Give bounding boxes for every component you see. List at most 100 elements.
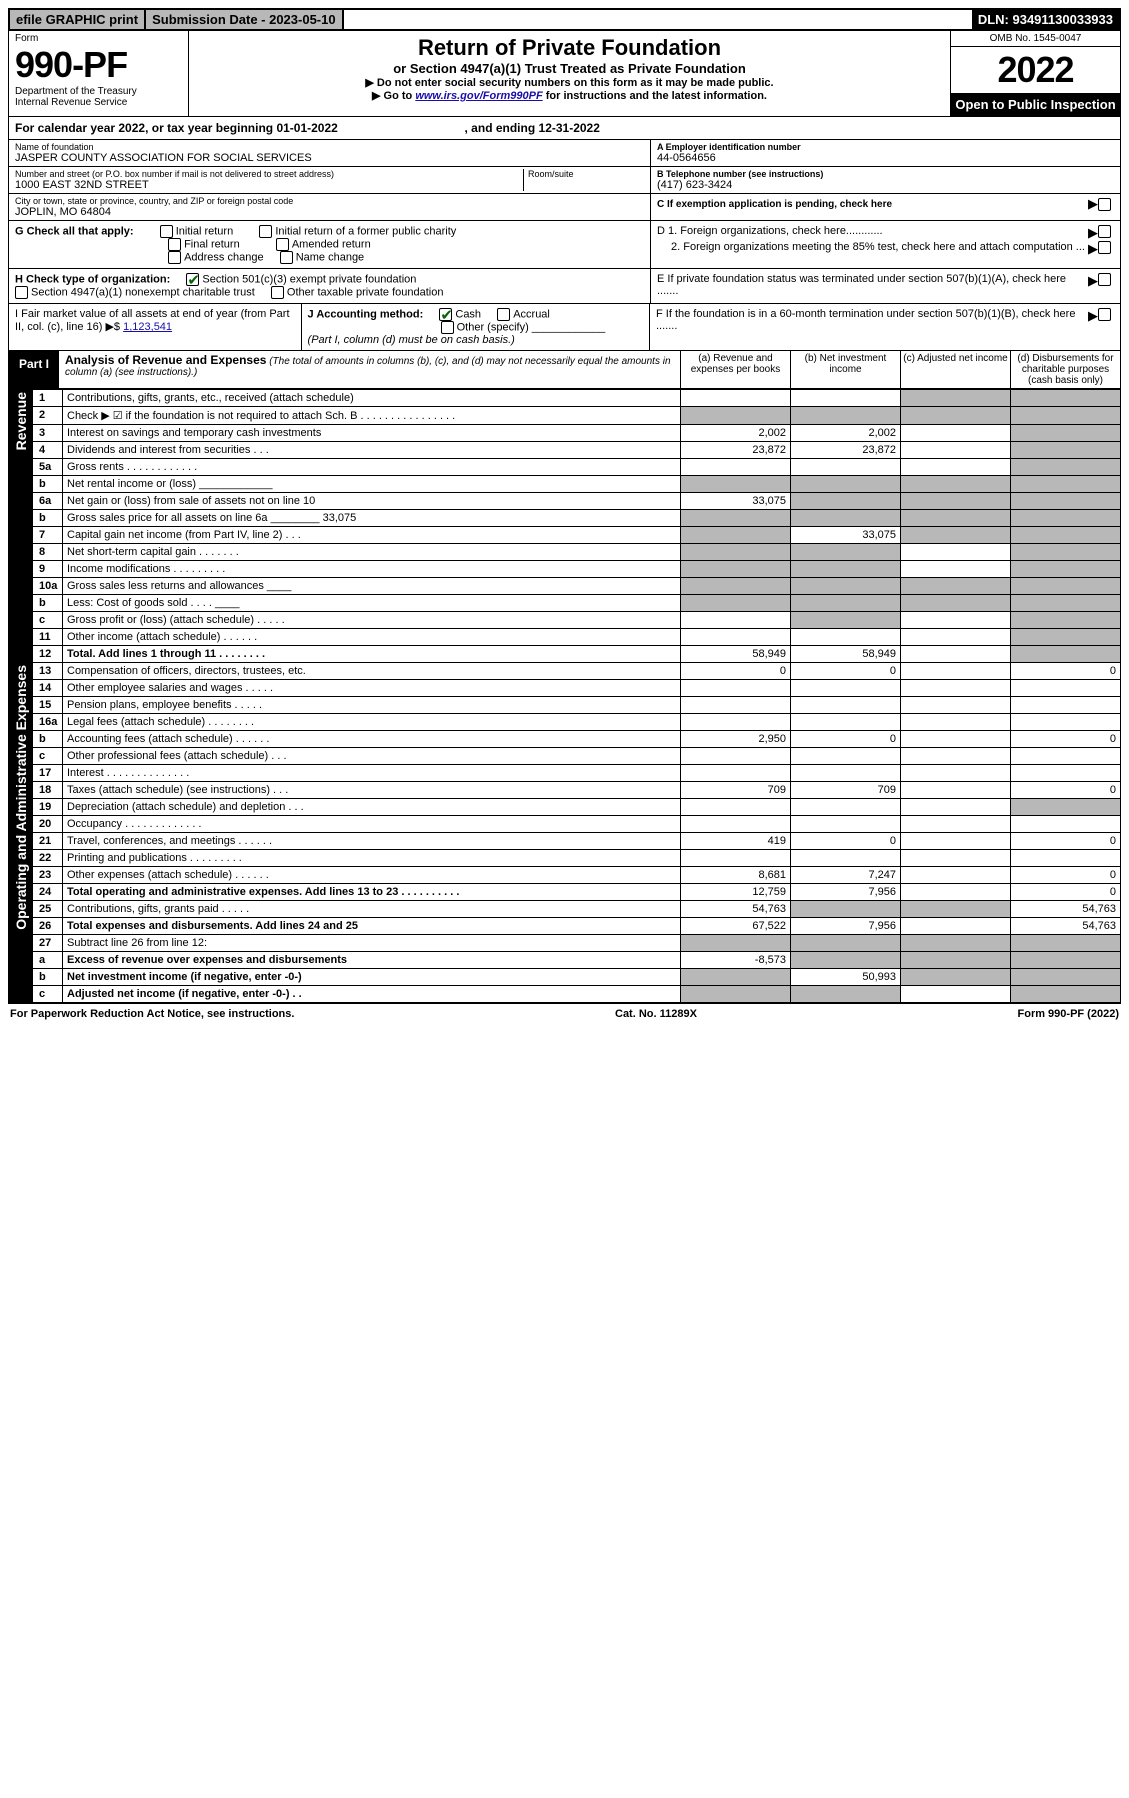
analysis-table: Revenue1Contributions, gifts, grants, et… [8,389,1121,1003]
amount-cell-c [901,867,1011,884]
line-description: Printing and publications . . . . . . . … [63,850,681,867]
amount-cell-d [1011,493,1121,510]
amount-cell-c [901,782,1011,799]
amount-cell-b: 0 [791,833,901,850]
line-number: 2 [33,407,63,425]
calrow-end: , and ending 12-31-2022 [465,121,600,135]
d2-checkbox[interactable] [1098,241,1111,254]
amount-cell-b: 7,247 [791,867,901,884]
line-number: b [33,510,63,527]
omb-number: OMB No. 1545-0047 [951,31,1120,47]
amount-cell-b [791,476,901,493]
exemption-checkbox[interactable] [1098,198,1111,211]
part1-label: Part I [9,351,59,388]
f-checkbox[interactable] [1098,308,1111,321]
amount-cell-c [901,799,1011,816]
amount-cell-d [1011,697,1121,714]
other-method-checkbox[interactable] [441,321,454,334]
amount-cell-d: 0 [1011,782,1121,799]
amount-cell-d [1011,748,1121,765]
amount-cell-c [901,816,1011,833]
amount-cell-c [901,527,1011,544]
i-value[interactable]: 1,123,541 [123,321,172,333]
amount-cell-d: 0 [1011,731,1121,748]
4947-checkbox[interactable] [15,286,28,299]
address-change-checkbox[interactable] [168,251,181,264]
amount-cell-a [681,765,791,782]
line-number: 13 [33,663,63,680]
line-number: b [33,476,63,493]
e-checkbox[interactable] [1098,273,1111,286]
other-method-label: Other (specify) [457,321,529,333]
amount-cell-d [1011,629,1121,646]
submission-date: Submission Date - 2023-05-10 [146,10,344,29]
line-description: Travel, conferences, and meetings . . . … [63,833,681,850]
arrow-icon: ▶ [1088,225,1098,241]
table-row: 6aNet gain or (loss) from sale of assets… [9,493,1121,510]
former-charity-checkbox[interactable] [259,225,272,238]
exemption-label: C If exemption application is pending, c… [657,199,1088,210]
amount-cell-b: 33,075 [791,527,901,544]
table-row: cGross profit or (loss) (attach schedule… [9,612,1121,629]
amount-cell-a [681,935,791,952]
line-number: 18 [33,782,63,799]
part1-desc: Analysis of Revenue and Expenses (The to… [59,351,680,388]
amount-cell-c [901,969,1011,986]
form-number: 990-PF [15,44,182,86]
amount-cell-a [681,697,791,714]
amount-cell-b [791,629,901,646]
line-description: Interest on savings and temporary cash i… [63,425,681,442]
table-row: 21Travel, conferences, and meetings . . … [9,833,1121,850]
j-section: J Accounting method: Cash Accrual Other … [302,304,650,350]
line-description: Net rental income or (loss) ____________ [63,476,681,493]
cash-label: Cash [455,308,481,320]
line-description: Excess of revenue over expenses and disb… [63,952,681,969]
amount-cell-b: 7,956 [791,918,901,935]
amount-cell-a [681,986,791,1003]
line-number: 22 [33,850,63,867]
amount-cell-a [681,748,791,765]
table-row: 10aGross sales less returns and allowanc… [9,578,1121,595]
table-row: 27Subtract line 26 from line 12: [9,935,1121,952]
line-number: 5a [33,459,63,476]
amount-cell-c [901,748,1011,765]
g-section: G Check all that apply: Initial return I… [9,221,650,268]
table-row: 12Total. Add lines 1 through 11 . . . . … [9,646,1121,663]
line-number: 6a [33,493,63,510]
form990pf-link[interactable]: www.irs.gov/Form990PF [415,90,542,102]
e-label: E If private foundation status was termi… [657,273,1088,299]
line-description: Gross sales less returns and allowances … [63,578,681,595]
line-description: Occupancy . . . . . . . . . . . . . [63,816,681,833]
page-footer: For Paperwork Reduction Act Notice, see … [8,1003,1121,1024]
arrow-icon: ▶ [1088,273,1098,299]
col-d-header: (d) Disbursements for charitable purpose… [1010,351,1120,388]
initial-return-checkbox[interactable] [160,225,173,238]
d1-checkbox[interactable] [1098,225,1111,238]
line-description: Subtract line 26 from line 12: [63,935,681,952]
efile-label[interactable]: efile GRAPHIC print [10,10,146,29]
cash-checkbox[interactable] [439,308,452,321]
amount-cell-b: 709 [791,782,901,799]
amended-return-label: Amended return [292,238,371,250]
cat-number: Cat. No. 11289X [615,1008,697,1020]
accrual-checkbox[interactable] [497,308,510,321]
name-change-checkbox[interactable] [280,251,293,264]
identification-grid: Name of foundation JASPER COUNTY ASSOCIA… [8,140,1121,221]
d1-label: D 1. Foreign organizations, check here..… [657,225,1088,241]
501c3-checkbox[interactable] [186,273,199,286]
amount-cell-a [681,816,791,833]
name-change-label: Name change [296,251,365,263]
line-description: Other professional fees (attach schedule… [63,748,681,765]
line-description: Total operating and administrative expen… [63,884,681,901]
final-return-checkbox[interactable] [168,238,181,251]
other-taxable-label: Other taxable private foundation [287,286,444,298]
other-taxable-checkbox[interactable] [271,286,284,299]
tax-year: 2022 [951,47,1120,93]
amount-cell-d: 0 [1011,867,1121,884]
amended-return-checkbox[interactable] [276,238,289,251]
line-description: Gross sales price for all assets on line… [63,510,681,527]
line-number: 20 [33,816,63,833]
amount-cell-b [791,714,901,731]
form-word: Form [15,33,182,44]
table-row: 16aLegal fees (attach schedule) . . . . … [9,714,1121,731]
